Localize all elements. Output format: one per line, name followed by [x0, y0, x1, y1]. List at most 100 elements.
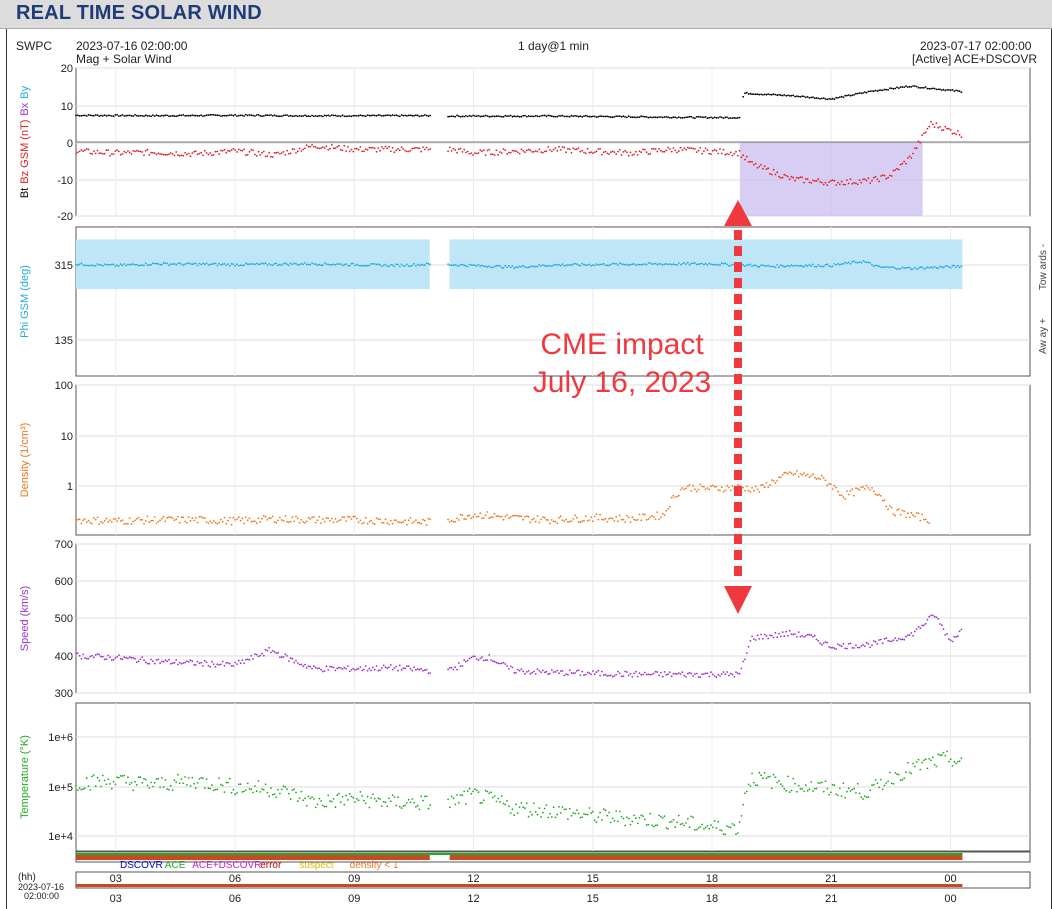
data-point: [264, 155, 267, 158]
data-point: [643, 513, 646, 516]
data-point: [738, 116, 741, 119]
data-point: [772, 636, 775, 639]
data-point: [518, 515, 521, 518]
data-point: [833, 647, 836, 650]
data-point: [774, 631, 777, 634]
data-point: [252, 791, 255, 794]
x-tick-label-bottom: 00: [944, 893, 956, 905]
data-point: [493, 154, 496, 156]
data-point: [863, 178, 866, 181]
data-point: [119, 520, 122, 522]
data-point: [676, 264, 678, 266]
data-point: [801, 635, 804, 637]
data-point: [609, 116, 612, 119]
data-point: [763, 93, 766, 96]
data-point: [415, 265, 417, 267]
data-point: [288, 660, 290, 662]
data-point: [280, 115, 283, 118]
data-point: [110, 153, 113, 155]
data-point: [406, 150, 408, 153]
data-point: [711, 826, 714, 829]
data-point: [629, 263, 632, 266]
data-point: [266, 155, 269, 157]
data-point: [509, 665, 512, 668]
data-point: [618, 810, 621, 813]
data-point: [563, 520, 566, 523]
data-point: [75, 522, 77, 525]
data-point: [733, 676, 736, 678]
data-point: [835, 264, 838, 266]
data-point: [599, 115, 601, 117]
y-tick-label: 100: [55, 380, 73, 392]
data-point: [386, 522, 389, 524]
data-point: [506, 266, 508, 269]
data-point: [774, 266, 777, 269]
data-point: [209, 665, 212, 668]
data-point: [495, 264, 498, 267]
data-point: [295, 262, 297, 265]
data-point: [697, 115, 700, 118]
data-point: [788, 791, 791, 793]
data-point: [706, 117, 709, 120]
data-point: [540, 671, 542, 674]
data-point: [407, 665, 410, 667]
data-point: [608, 115, 610, 118]
data-point: [169, 784, 172, 787]
data-point: [609, 821, 612, 824]
data-point: [940, 266, 943, 268]
data-point: [137, 776, 140, 779]
x-tick-label: 21: [825, 873, 837, 885]
data-point: [200, 515, 203, 518]
data-point: [373, 797, 376, 800]
data-point: [892, 639, 895, 642]
data-point: [529, 115, 532, 118]
data-point: [661, 512, 664, 515]
data-point: [674, 826, 677, 829]
data-point: [152, 660, 154, 663]
data-point: [620, 263, 623, 265]
data-point: [592, 264, 594, 266]
data-point: [139, 518, 142, 521]
data-point: [686, 146, 689, 149]
data-point: [915, 85, 918, 88]
data-point: [745, 652, 748, 654]
data-point: [357, 667, 360, 670]
data-point: [341, 264, 344, 267]
data-point: [511, 265, 514, 267]
data-point: [615, 262, 618, 265]
data-point: [617, 115, 619, 118]
data-point: [162, 262, 165, 265]
data-point: [905, 266, 907, 269]
data-point: [397, 669, 399, 672]
data-point: [173, 115, 176, 118]
data-point: [355, 517, 358, 520]
data-point: [76, 652, 79, 655]
data-point: [567, 818, 569, 821]
y-tick-label: 135: [55, 335, 73, 347]
data-point: [899, 638, 902, 641]
data-point: [448, 146, 451, 149]
data-point: [134, 150, 136, 153]
data-point: [298, 115, 301, 117]
data-point: [162, 515, 165, 518]
data-point: [627, 154, 630, 157]
data-point: [422, 114, 424, 117]
data-point: [125, 264, 127, 267]
data-point: [80, 149, 83, 151]
data-point: [273, 114, 276, 116]
data-point: [726, 116, 728, 119]
data-point: [411, 522, 414, 524]
data-point: [448, 806, 451, 809]
data-point: [592, 152, 594, 155]
data-point: [622, 817, 625, 820]
data-point: [617, 150, 619, 153]
data-point: [459, 115, 462, 118]
data-point: [701, 823, 703, 826]
data-point: [708, 152, 711, 155]
data-point: [161, 517, 163, 520]
data-point: [577, 147, 580, 150]
data-point: [862, 798, 864, 800]
data-point: [168, 264, 170, 267]
data-point: [332, 263, 335, 266]
